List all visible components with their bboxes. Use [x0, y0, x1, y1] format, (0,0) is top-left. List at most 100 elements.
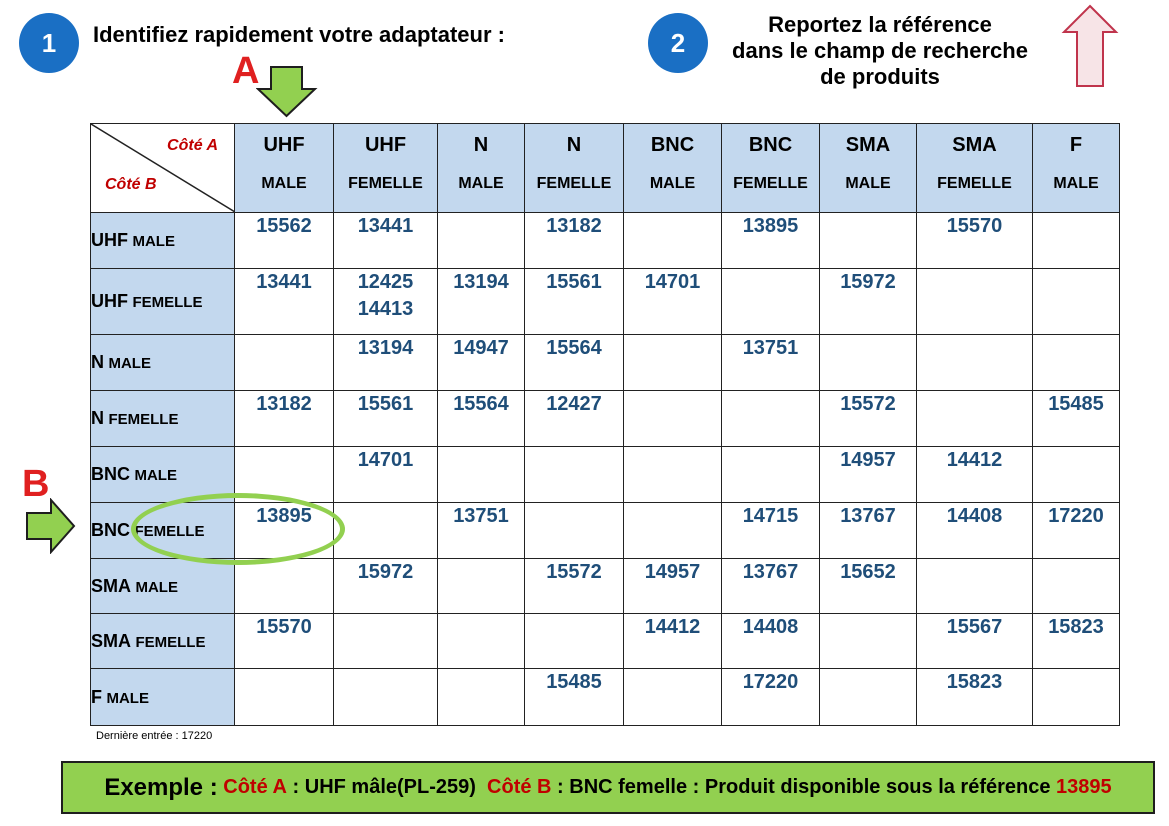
table-cell	[1032, 668, 1120, 726]
row-gender: FEMELLE	[135, 633, 206, 651]
row-gender: FEMELLE	[132, 294, 203, 311]
table-cell	[234, 558, 334, 614]
table-cell: 15485	[524, 668, 624, 726]
table-cell: 15564	[437, 390, 525, 447]
table-cell	[1032, 558, 1120, 614]
table-cell: 14957	[623, 558, 722, 614]
table-cell: 13194	[333, 334, 438, 391]
row-header: N FEMELLE	[90, 390, 235, 447]
row-gender: MALE	[135, 578, 178, 596]
step-1-badge: 1	[19, 13, 79, 73]
reference-number: 15485	[546, 671, 602, 693]
reference-number: 13182	[546, 215, 602, 237]
table-cell: 15823	[1032, 613, 1120, 669]
adapter-table: Côté A Côté B UHF MALE UHF FEMELLE N MALE N…	[90, 123, 1120, 726]
table-cell: 13182	[524, 212, 624, 269]
reference-number: 15972	[357, 561, 414, 583]
reference-number: 13441	[256, 271, 312, 293]
table-cell	[1032, 268, 1120, 335]
reference-number: 13194	[453, 271, 509, 293]
corner-cote-b-label: Côté B	[105, 176, 157, 193]
reference-number: 15567	[946, 616, 1003, 638]
table-cell: 15570	[916, 212, 1033, 269]
column-type: SMA	[845, 134, 891, 156]
reference-number: 14715	[742, 505, 799, 527]
table-cell: 14408	[916, 502, 1033, 559]
column-type: SMA	[952, 134, 997, 156]
table-cell	[721, 446, 820, 503]
row-type: F	[91, 686, 102, 707]
step-2-badge: 2	[648, 13, 708, 73]
table-row: UHF FEMELLE 13441 12425 14413 13194 15561 1470…	[90, 268, 1120, 335]
column-type: BNC	[748, 134, 793, 156]
reference-number: 14408	[946, 505, 1003, 527]
table-cell	[524, 446, 624, 503]
reference-number: 13895	[742, 215, 799, 237]
column-gender: MALE	[649, 175, 696, 192]
row-gender: MALE	[134, 467, 177, 484]
table-cell	[819, 212, 917, 269]
example-cote-b: Côté B	[487, 776, 552, 798]
reference-number: 15561	[357, 393, 414, 415]
table-cell	[1032, 334, 1120, 391]
column-type: UHF	[263, 134, 305, 156]
right-arrow-icon	[26, 498, 76, 554]
column-header: N FEMELLE	[524, 123, 624, 213]
column-gender: FEMELLE	[733, 175, 808, 192]
reference-number: 14947	[453, 337, 509, 359]
table-cell	[234, 334, 334, 391]
row-gender: MALE	[106, 689, 149, 707]
reference-number: 15564	[546, 337, 602, 359]
table-row: F MALE 15485 17220 15823	[90, 668, 1120, 726]
row-type: BNC	[91, 464, 130, 484]
table-cell: 15562	[234, 212, 334, 269]
table-cell	[623, 446, 722, 503]
table-cell: 15564	[524, 334, 624, 391]
step-2-line: Reportez la référence	[768, 12, 992, 37]
reference-number: 12427	[546, 393, 602, 415]
reference-number: 14957	[840, 449, 896, 471]
up-arrow-icon	[1061, 4, 1119, 87]
reference-number: 13767	[840, 505, 896, 527]
example-reference: 13895	[1056, 776, 1112, 798]
column-gender: FEMELLE	[937, 175, 1012, 192]
table-cell	[1032, 446, 1120, 503]
row-header: UHF FEMELLE	[90, 268, 235, 335]
table-cell	[916, 268, 1033, 335]
table-cell: 14947	[437, 334, 525, 391]
reference-number: 15823	[946, 671, 1003, 693]
row-type: BNC	[91, 520, 130, 540]
table-cell	[437, 446, 525, 503]
table-cell	[623, 502, 722, 559]
table-cell: 15570	[234, 613, 334, 669]
table-cell: 14715	[721, 502, 820, 559]
example-side-a-text: : UHF mâle(PL-259)	[292, 776, 476, 798]
reference-number: 15570	[946, 215, 1003, 237]
table-cell	[524, 502, 624, 559]
last-entry-note: Dernière entrée : 17220	[96, 730, 213, 742]
table-cell: 13441	[234, 268, 334, 335]
reference-number: 14408	[742, 616, 799, 638]
table-cell	[623, 334, 722, 391]
table-cell: 13194	[437, 268, 525, 335]
reference-number: 12425	[357, 271, 414, 293]
column-gender: MALE	[1053, 175, 1099, 192]
row-header: N MALE	[90, 334, 235, 391]
table-cell: 13895	[721, 212, 820, 269]
column-header-row: Côté A Côté B UHF MALE UHF FEMELLE N MALE N…	[90, 123, 1120, 213]
reference-number: 13194	[357, 337, 414, 359]
table-cell: 15561	[333, 390, 438, 447]
table-cell	[623, 668, 722, 726]
table-cell: 17220	[1032, 502, 1120, 559]
column-header: BNC FEMELLE	[721, 123, 820, 213]
table-cell: 13767	[819, 502, 917, 559]
table-cell: 14701	[623, 268, 722, 335]
table-cell	[437, 668, 525, 726]
table-cell: 14408	[721, 613, 820, 669]
table-cell: 15972	[819, 268, 917, 335]
table-cell: 13441	[333, 212, 438, 269]
table-cell: 13751	[437, 502, 525, 559]
reference-number: 15572	[546, 561, 602, 583]
table-cell: 14957	[819, 446, 917, 503]
reference-number: 15570	[256, 616, 312, 638]
